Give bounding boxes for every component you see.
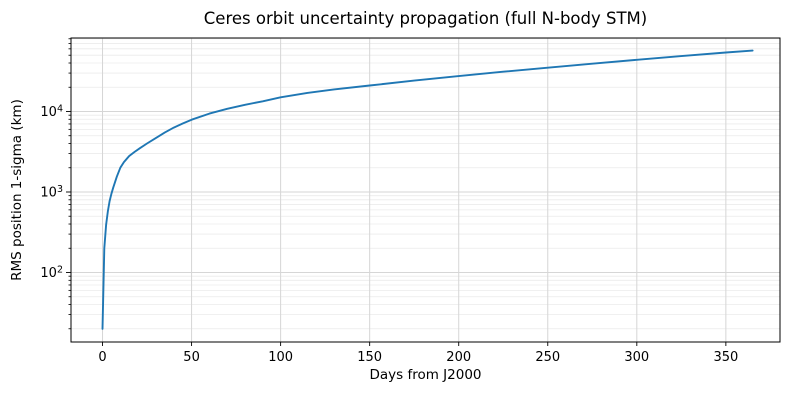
x-tick-label: 200 — [446, 350, 471, 365]
x-tick-label: 0 — [98, 350, 106, 365]
x-tick-label: 350 — [713, 350, 738, 365]
major-gridlines — [71, 38, 780, 342]
axes-border — [70, 37, 781, 343]
y-tick-label: 103 — [40, 184, 63, 201]
x-tick-label: 100 — [268, 350, 293, 365]
x-tick-label: 50 — [183, 350, 200, 365]
y-tick-label: 102 — [40, 264, 63, 281]
axis-tick-labels: 102 103 104 0 50 100 150 200 250 300 350 — [40, 103, 738, 365]
minor-gridlines — [71, 38, 780, 330]
series-line — [101, 49, 754, 330]
y-tick-label: 104 — [40, 103, 63, 120]
x-tick-label: 300 — [624, 350, 649, 365]
x-tick-label: 250 — [535, 350, 560, 365]
x-tick-label: 150 — [357, 350, 382, 365]
chart-title: Ceres orbit uncertainty propagation (ful… — [203, 9, 648, 28]
x-axis-label: Days from J2000 — [369, 367, 482, 383]
